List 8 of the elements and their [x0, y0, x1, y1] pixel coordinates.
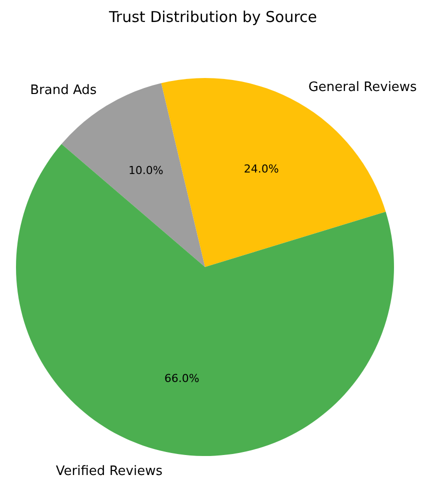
slice-label: General Reviews [308, 80, 418, 96]
slice-label: Brand Ads [30, 83, 97, 98]
pie-slice [16, 144, 394, 456]
slice-label: Verified Reviews [56, 464, 163, 480]
chart-title: Trust Distribution by Source [108, 8, 318, 26]
data-label: 24.0% [244, 162, 279, 176]
data-label: 66.0% [164, 372, 200, 385]
data-label: 10.0% [128, 164, 164, 178]
